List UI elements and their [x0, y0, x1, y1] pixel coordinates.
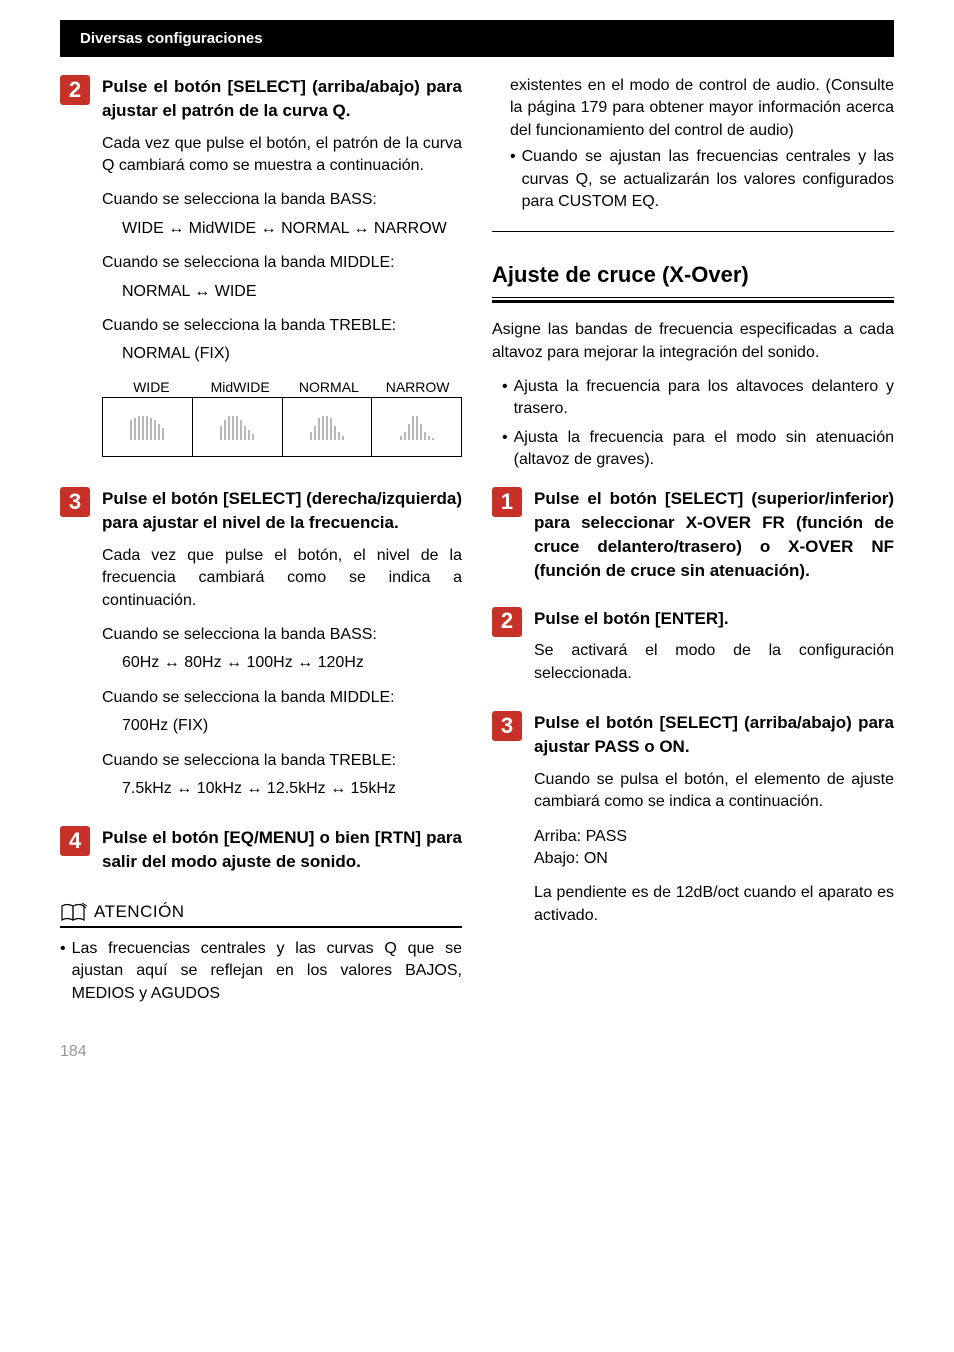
treble-value: NORMAL (FIX) — [102, 343, 462, 365]
xover-bullet-2: • Ajusta la frecuencia para el modo sin … — [492, 427, 894, 472]
xover-step-1-title: Pulse el botón [SELECT] (superior/inferi… — [534, 487, 894, 582]
attention-bullet: • Las frecuencias centrales y las curvas… — [60, 938, 462, 1005]
attention-header: ATENCIÓN — [60, 900, 462, 928]
step-2-intro: Cada vez que pulse el botón, el patrón d… — [102, 133, 462, 178]
eq-narrow-icon — [397, 412, 437, 442]
s3-bass-label: Cuando se selecciona la banda BASS: — [102, 624, 462, 646]
step-2-body: Pulse el botón [SELECT] (arriba/abajo) p… — [102, 75, 462, 473]
bass-value: WIDE ↔ MidWIDE ↔ NORMAL ↔ NARROW — [102, 218, 462, 240]
book-icon — [60, 902, 88, 922]
step-3-intro: Cada vez que pulse el botón, el nivel de… — [102, 545, 462, 612]
xover-step-number-1: 1 — [492, 487, 522, 517]
q-header-midwide: MidWIDE — [196, 378, 285, 398]
xover-step-number-3: 3 — [492, 711, 522, 741]
q-header-narrow: NARROW — [373, 378, 462, 398]
xover-b2-text: Ajusta la frecuencia para el modo sin at… — [514, 427, 894, 472]
step-3-title: Pulse el botón [SELECT] (derecha/izquier… — [102, 487, 462, 535]
xover-step-3-title: Pulse el botón [SELECT] (arriba/abajo) p… — [534, 711, 894, 759]
bullet-dot-icon: • — [60, 938, 66, 1005]
xover-step-3-body: Pulse el botón [SELECT] (arriba/abajo) p… — [534, 711, 894, 939]
cont-bullet-2: • Cuando se ajustan las frecuencias cent… — [510, 146, 894, 213]
s3-bass-value: 60Hz ↔ 80Hz ↔ 100Hz ↔ 120Hz — [102, 652, 462, 674]
step-4: 4 Pulse el botón [EQ/MENU] o bien [RTN] … — [60, 826, 462, 884]
q-table-row — [102, 397, 462, 457]
q-header-wide: WIDE — [107, 378, 196, 398]
heading-underline — [492, 297, 894, 303]
xover-step-number-2: 2 — [492, 607, 522, 637]
bullet-dot-icon: • — [510, 146, 516, 213]
q-cell-midwide — [193, 398, 283, 456]
bullet-dot-icon: • — [502, 376, 508, 421]
xover-arriba: Arriba: PASS — [534, 826, 894, 848]
xover-step-2-text: Se activará el modo de la configuración … — [534, 640, 894, 685]
section-header: Diversas configuraciones — [60, 20, 894, 57]
right-column: existentes en el modo de control de audi… — [492, 75, 894, 1011]
s3-middle-value: 700Hz (FIX) — [102, 715, 462, 737]
eq-normal-icon — [307, 412, 347, 442]
q-cell-normal — [283, 398, 373, 456]
step-number-2: 2 — [60, 75, 90, 105]
step-4-body: Pulse el botón [EQ/MENU] o bien [RTN] pa… — [102, 826, 462, 884]
bullet-dot-icon: • — [502, 427, 508, 472]
step-number-3: 3 — [60, 487, 90, 517]
q-cell-wide — [103, 398, 193, 456]
middle-label: Cuando se selecciona la banda MIDDLE: — [102, 252, 462, 274]
xover-step-1-body: Pulse el botón [SELECT] (superior/inferi… — [534, 487, 894, 592]
treble-label: Cuando se selecciona la banda TREBLE: — [102, 315, 462, 337]
bass-label: Cuando se selecciona la banda BASS: — [102, 189, 462, 211]
xover-step-1: 1 Pulse el botón [SELECT] (superior/infe… — [492, 487, 894, 592]
xover-intro: Asigne las bandas de frecuencia especifi… — [492, 319, 894, 364]
eq-wide-icon — [127, 412, 167, 442]
xover-heading: Ajuste de cruce (X-Over) — [492, 260, 894, 291]
s3-treble-label: Cuando se selecciona la banda TREBLE: — [102, 750, 462, 772]
step-3: 3 Pulse el botón [SELECT] (derecha/izqui… — [60, 487, 462, 812]
q-curve-table: WIDE MidWIDE NORMAL NARROW — [102, 378, 462, 458]
xover-step-2-body: Pulse el botón [ENTER]. Se activará el m… — [534, 607, 894, 698]
cont-text-1: existentes en el modo de control de audi… — [510, 75, 894, 142]
xover-step-2-title: Pulse el botón [ENTER]. — [534, 607, 894, 631]
xover-b1-text: Ajusta la frecuencia para los altavoces … — [514, 376, 894, 421]
left-column: 2 Pulse el botón [SELECT] (arriba/abajo)… — [60, 75, 462, 1011]
q-header-normal: NORMAL — [285, 378, 374, 398]
q-headers: WIDE MidWIDE NORMAL NARROW — [102, 378, 462, 398]
step-4-title: Pulse el botón [EQ/MENU] o bien [RTN] pa… — [102, 826, 462, 874]
xover-abajo: Abajo: ON — [534, 848, 894, 870]
s3-treble-value: 7.5kHz ↔ 10kHz ↔ 12.5kHz ↔ 15kHz — [102, 778, 462, 800]
page-number: 184 — [60, 1041, 894, 1063]
attention-text: Las frecuencias centrales y las curvas Q… — [72, 938, 462, 1005]
eq-midwide-icon — [217, 412, 257, 442]
step-3-body: Pulse el botón [SELECT] (derecha/izquier… — [102, 487, 462, 812]
xover-bullet-1: • Ajusta la frecuencia para los altavoce… — [492, 376, 894, 421]
attention-label: ATENCIÓN — [94, 900, 185, 924]
q-cell-narrow — [372, 398, 461, 456]
content-columns: 2 Pulse el botón [SELECT] (arriba/abajo)… — [60, 75, 894, 1011]
xover-step-2: 2 Pulse el botón [ENTER]. Se activará el… — [492, 607, 894, 698]
step-2: 2 Pulse el botón [SELECT] (arriba/abajo)… — [60, 75, 462, 473]
cont-text-2: Cuando se ajustan las frecuencias centra… — [522, 146, 894, 213]
middle-value: NORMAL ↔ WIDE — [102, 281, 462, 303]
s3-middle-label: Cuando se selecciona la banda MIDDLE: — [102, 687, 462, 709]
step-number-4: 4 — [60, 826, 90, 856]
xover-step-3-text2: La pendiente es de 12dB/oct cuando el ap… — [534, 882, 894, 927]
xover-step-3-text1: Cuando se pulsa el botón, el elemento de… — [534, 769, 894, 814]
step-2-title: Pulse el botón [SELECT] (arriba/abajo) p… — [102, 75, 462, 123]
xover-step-3: 3 Pulse el botón [SELECT] (arriba/abajo)… — [492, 711, 894, 939]
